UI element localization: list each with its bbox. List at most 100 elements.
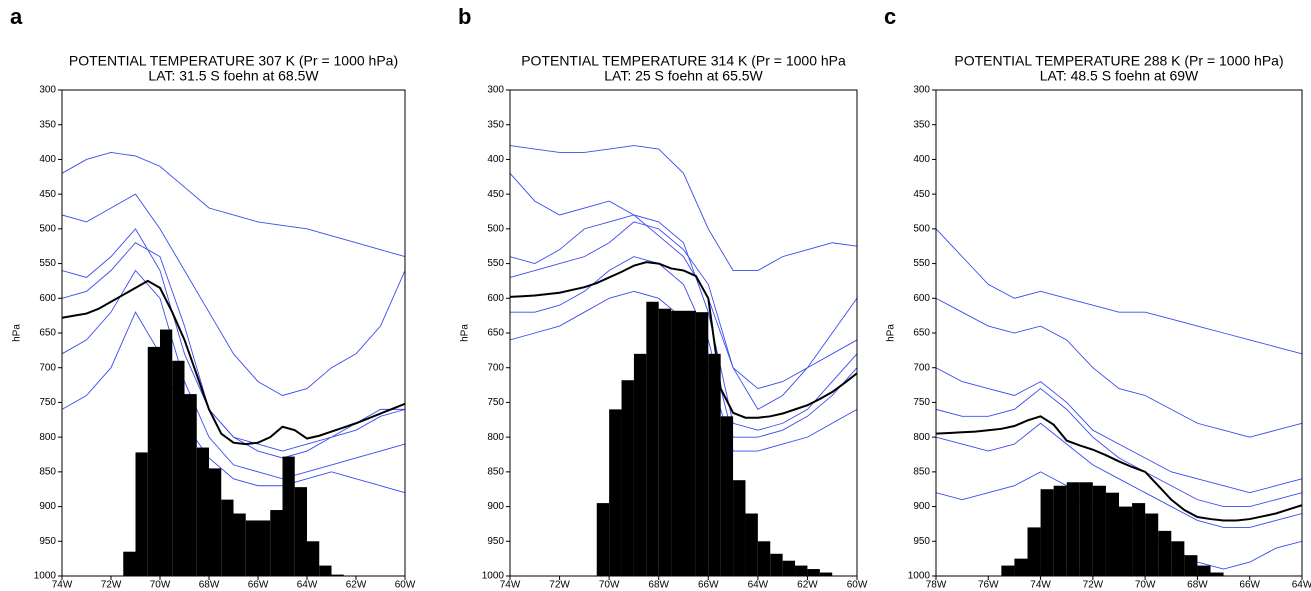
y-tick-label: 950	[487, 536, 504, 547]
y-tick-label: 500	[913, 223, 930, 234]
y-tick-label: 600	[39, 293, 56, 304]
terrain-bar	[258, 520, 271, 576]
x-tick-label: 74W	[1030, 580, 1051, 591]
y-axis-label: hPa	[886, 324, 897, 342]
chart-title: POTENTIAL TEMPERATURE 314 K (Pr = 1000 h…	[521, 53, 846, 69]
x-tick-label: 78W	[926, 580, 947, 591]
terrain-bar	[160, 329, 173, 576]
member-line	[62, 152, 405, 258]
panel: c POTENTIAL TEMPERATURE 288 K (Pr = 1000 …	[884, 4, 1311, 591]
y-tick-label: 600	[913, 293, 930, 304]
x-tick-label: 62W	[346, 580, 367, 591]
y-tick-label: 850	[39, 466, 56, 477]
x-tick-label: 72W	[1083, 580, 1104, 591]
terrain-bar	[795, 565, 808, 576]
terrain-bar	[819, 572, 833, 576]
terrain-bar	[184, 394, 197, 576]
member-line	[936, 367, 1302, 494]
terrain-bar	[596, 503, 610, 576]
terrain-bar	[172, 360, 185, 576]
chart-subtitle: LAT: 48.5 S foehn at 69W	[1040, 68, 1199, 84]
y-tick-label: 1000	[34, 571, 57, 582]
x-tick-label: 60W	[847, 580, 868, 591]
y-tick-label: 300	[913, 85, 930, 96]
terrain-bar	[1171, 541, 1185, 576]
y-tick-label: 900	[913, 501, 930, 512]
x-tick-label: 60W	[395, 580, 416, 591]
terrain-bar	[282, 456, 295, 576]
terrain-bar	[319, 565, 332, 576]
terrain-bar	[1014, 558, 1028, 576]
y-tick-label: 700	[487, 362, 504, 373]
terrain-bar	[745, 513, 758, 576]
member-line	[62, 311, 405, 494]
plot-area	[62, 152, 405, 576]
y-tick-label: 450	[39, 189, 56, 200]
x-tick-label: 74W	[500, 580, 521, 591]
panel: a POTENTIAL TEMPERATURE 307 K (Pr = 1000 …	[10, 4, 416, 591]
terrain-bar	[1158, 530, 1172, 576]
x-tick-label: 64W	[297, 580, 318, 591]
panel: b POTENTIAL TEMPERATURE 314 K (Pr = 1000 …	[458, 4, 868, 591]
terrain-bar	[708, 353, 721, 576]
terrain-bar	[221, 499, 234, 576]
terrain-bar	[1145, 513, 1159, 576]
x-tick-label: 68W	[648, 580, 669, 591]
terrain-bar	[621, 380, 634, 576]
x-tick-label: 68W	[199, 580, 220, 591]
plot-area	[510, 145, 857, 576]
member-line	[510, 221, 857, 390]
member-line	[62, 269, 405, 480]
terrain-bar	[695, 312, 709, 576]
terrain-bar	[1184, 555, 1198, 576]
member-line	[936, 297, 1302, 438]
terrain-bar	[135, 452, 148, 576]
member-line	[510, 256, 857, 438]
y-axis-label: hPa	[12, 324, 23, 342]
y-tick-label: 400	[39, 154, 56, 165]
y-tick-label: 350	[487, 119, 504, 130]
terrain-bar	[1027, 527, 1041, 576]
member-line	[936, 228, 1302, 355]
member-line	[510, 145, 857, 271]
terrain-bar	[757, 541, 771, 576]
y-tick-label: 950	[39, 536, 56, 547]
terrain-bar	[209, 468, 222, 576]
terrain-bar	[658, 308, 672, 576]
terrain-bar	[245, 520, 258, 576]
y-tick-label: 550	[487, 258, 504, 269]
x-tick-label: 62W	[797, 580, 818, 591]
panel-letter: c	[884, 4, 896, 29]
terrain-bar	[1066, 482, 1080, 576]
x-tick-label: 70W	[599, 580, 620, 591]
mean-line	[510, 261, 857, 419]
member-line	[936, 422, 1302, 528]
member-line	[62, 193, 405, 396]
terrain-bar	[1001, 565, 1015, 576]
y-tick-label: 550	[39, 258, 56, 269]
y-tick-label: 950	[913, 536, 930, 547]
terrain-bar	[1197, 565, 1211, 576]
y-tick-label: 500	[39, 223, 56, 234]
y-axis-label: hPa	[460, 324, 471, 342]
terrain-bar	[1079, 482, 1093, 576]
terrain-bar	[770, 553, 783, 576]
terrain-bar	[646, 301, 659, 576]
terrain-bar	[1105, 492, 1119, 576]
terrain-bar	[1132, 503, 1146, 576]
x-tick-label: 66W	[1239, 580, 1260, 591]
y-tick-label: 800	[913, 432, 930, 443]
x-tick-label: 68W	[1187, 580, 1208, 591]
y-tick-label: 850	[913, 466, 930, 477]
terrain-bar	[147, 346, 160, 576]
terrain-bar	[123, 551, 136, 576]
terrain-bar	[609, 409, 622, 576]
terrain-bar	[196, 447, 209, 576]
mean-line	[936, 415, 1302, 522]
x-tick-label: 66W	[698, 580, 719, 591]
y-tick-label: 700	[913, 362, 930, 373]
y-tick-label: 650	[913, 328, 930, 339]
terrain-bar	[233, 513, 246, 576]
y-tick-label: 650	[39, 328, 56, 339]
